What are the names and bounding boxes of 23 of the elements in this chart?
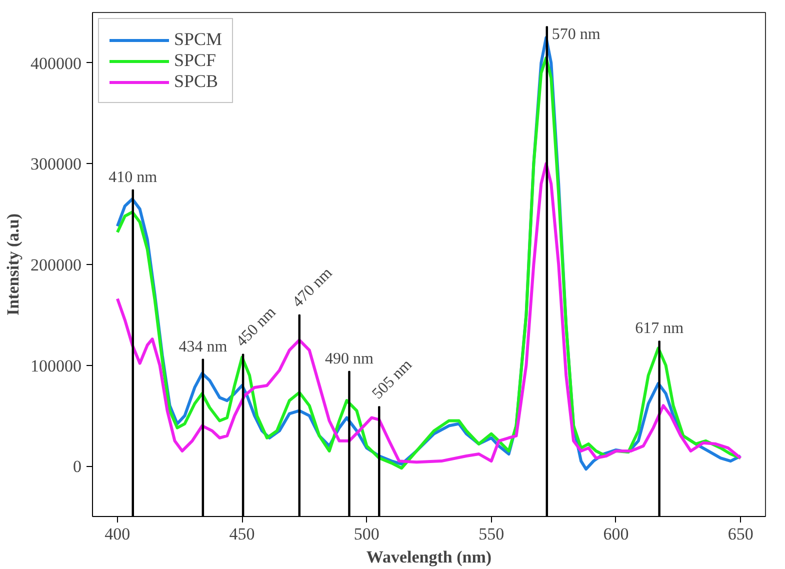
annotation: 617 nm: [635, 320, 684, 338]
x-axis-title: Wavelength (nm): [366, 548, 492, 566]
y-tick-label: 400000: [30, 54, 82, 73]
annotation: 410 nm: [108, 168, 158, 186]
legend-label: SPCM: [174, 29, 222, 50]
annotation: 570 nm: [552, 26, 601, 44]
x-tick-label: 650: [728, 524, 754, 544]
y-axis-title: Intensity (a.u): [4, 213, 22, 316]
annotation: 450 nm: [233, 304, 280, 350]
legend-label: SPCB: [174, 71, 218, 92]
annotation: 434 nm: [178, 338, 228, 356]
annotation: 470 nm: [289, 264, 336, 311]
y-tick-label: 100000: [30, 356, 82, 376]
y-tick-label: 300000: [30, 154, 82, 174]
x-tick-label: 400: [104, 524, 130, 544]
legend-label: SPCF: [174, 50, 216, 71]
x-tick-label: 450: [229, 524, 255, 544]
x-tick-label: 500: [354, 524, 380, 544]
x-tick-label: 600: [603, 524, 629, 544]
y-tick-label: 200000: [30, 256, 82, 274]
annotation: 490 nm: [325, 350, 374, 368]
y-tick-label: 0: [73, 457, 82, 476]
x-tick-label: 550: [478, 524, 504, 544]
